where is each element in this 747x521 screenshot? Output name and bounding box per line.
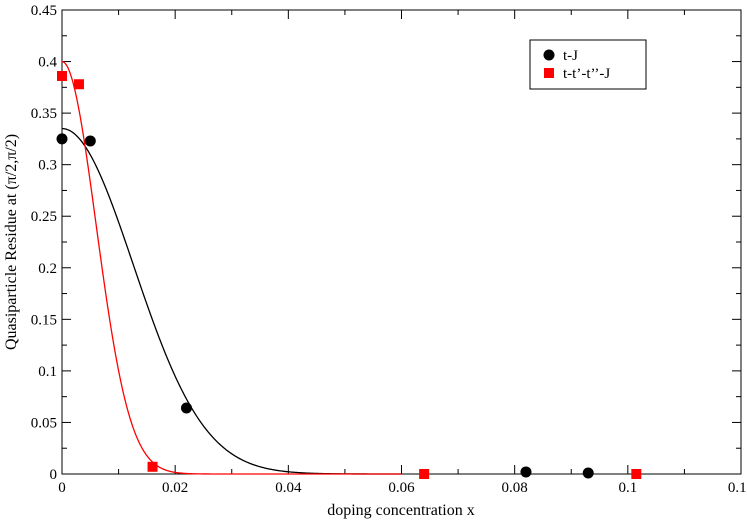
x-axis-label: doping concentration x [327,502,475,519]
legend-label-t-t-t-j: t-t’-t’’-J [563,66,610,82]
y-tick-label: 0.2 [38,261,57,277]
x-tick-label: 0.06 [388,480,415,496]
axis-ticks: 0 0.02 0.04 0.06 0.08 0.1 0.12 0 0.05 0.1 0.15 0.2 0… [31,3,747,496]
y-tick-label: 0.1 [38,364,57,380]
x-tick-label: 0 [58,480,66,496]
y-tick-label: 0.15 [31,312,57,328]
y-tick-label: 0.35 [31,106,57,122]
y-tick-label: 0.3 [38,158,57,174]
y-tick-label: 0.45 [31,3,57,19]
data-point-t-t-t-j [57,70,67,81]
legend-box [529,39,647,90]
data-point-t-j [520,466,532,478]
fit-curve-t-t-t-j [61,60,402,475]
legend-label-t-j: t-J [563,48,578,64]
y-tick-label: 0.4 [38,55,57,71]
x-tick-label: 0.02 [162,480,188,496]
x-tick-label: 0.08 [502,480,528,496]
fit-curves [61,60,402,475]
x-tick-label: 0.1 [618,480,637,496]
legend-marker-t-j [543,49,555,61]
x-tick-label: 0.12 [728,480,747,496]
data-point-t-t-t-j [631,469,642,479]
data-point-t-j [180,402,192,414]
data-point-t-t-t-j [419,469,430,479]
data-points [56,70,642,479]
x-tick-label: 0.04 [275,480,302,496]
legend: t-J t-t’-t’’-J [529,39,647,90]
data-point-t-j [582,467,594,479]
data-point-t-t-t-j [73,79,84,90]
data-point-t-t-t-j [147,461,158,472]
legend-marker-t-t-t-j [544,68,554,78]
fit-curve-t-j [61,127,402,475]
y-axis-label: Quasiparticle Residue at (π/2,π/2) [3,134,20,350]
y-tick-label: 0.25 [31,209,57,225]
y-tick-label: 0.05 [31,415,57,431]
data-point-t-j [56,133,68,145]
y-tick-label: 0 [50,467,58,483]
data-point-t-j [84,135,96,147]
